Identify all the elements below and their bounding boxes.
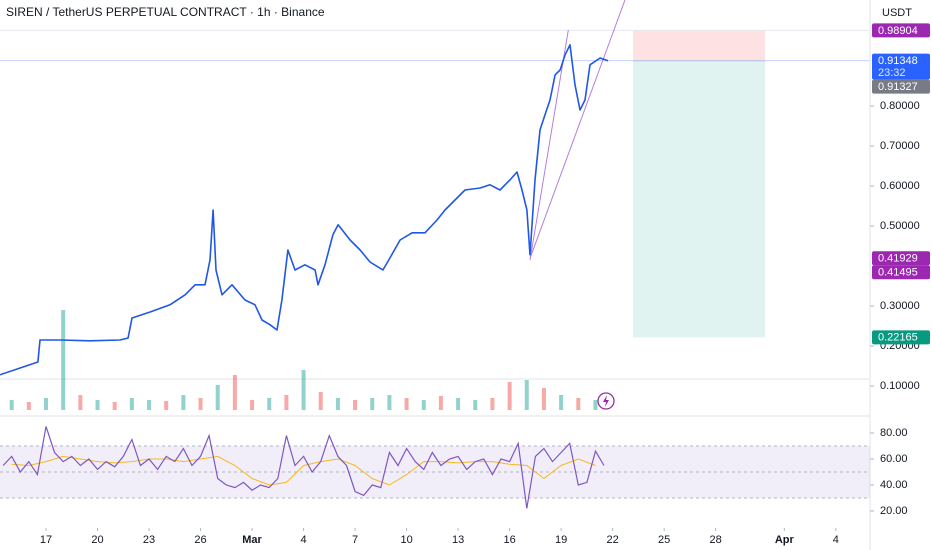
volume-bar <box>147 400 152 410</box>
rsi-tick-label: 40.00 <box>880 479 908 491</box>
volume-bar <box>250 400 255 410</box>
volume-bar <box>9 400 14 410</box>
price-label: 0.98904 <box>878 25 918 37</box>
price-label: 0.22165 <box>878 332 918 344</box>
volume-bar <box>490 398 495 410</box>
x-tick-label: 16 <box>503 534 515 546</box>
x-tick-label: Apr <box>775 534 795 546</box>
rsi-tick-label: 60.00 <box>880 453 908 465</box>
x-tick-label: 23 <box>143 534 155 546</box>
volume-bar <box>267 398 272 410</box>
volume-bar <box>198 398 203 410</box>
y-tick-label: 0.70000 <box>880 140 920 152</box>
price-label-box <box>872 79 930 94</box>
volume-bar <box>44 398 49 410</box>
y-tick-label: 0.80000 <box>880 100 920 112</box>
volume-bar <box>181 395 186 410</box>
y-tick-label: 0.10000 <box>880 380 920 392</box>
volume-bar <box>129 398 134 410</box>
volume-bar <box>421 400 426 410</box>
volume-bar <box>78 395 83 410</box>
volume-bar <box>507 382 512 410</box>
volume-bar <box>95 400 100 410</box>
y-tick-label: 0.50000 <box>880 220 920 232</box>
volume-bar <box>438 396 443 410</box>
price-label-box <box>872 23 930 38</box>
volume-bar <box>164 401 169 410</box>
volume-bar <box>576 398 581 410</box>
x-tick-label: 7 <box>352 534 358 546</box>
stop-zone <box>633 30 766 61</box>
x-tick-label: 13 <box>452 534 464 546</box>
volume-bar <box>541 388 546 410</box>
volume-bar <box>387 395 392 410</box>
volume-bar <box>404 398 409 410</box>
rsi-tick-label: 80.00 <box>880 427 908 439</box>
volume-bar <box>232 375 237 410</box>
target-zone <box>633 60 766 338</box>
x-tick-label: 4 <box>301 534 307 546</box>
volume-bar <box>456 398 461 410</box>
volume-bar <box>215 385 220 410</box>
volume-bar <box>473 400 478 410</box>
rsi-ma-line <box>11 455 596 486</box>
price-label-box <box>872 330 930 345</box>
x-tick-label: 4 <box>833 534 839 546</box>
currency: USDT <box>882 7 912 19</box>
volume-bar <box>318 392 323 410</box>
volume-bar <box>353 400 358 410</box>
volume-bar <box>559 395 564 410</box>
chart-title: SIREN / TetherUS PERPETUAL CONTRACT · 1h… <box>6 5 325 19</box>
y-tick-label: 0.30000 <box>880 300 920 312</box>
x-tick-label: 19 <box>555 534 567 546</box>
volume-bar <box>26 402 31 410</box>
volume-bar <box>370 398 375 410</box>
volume-bar <box>284 395 289 410</box>
volume-bar <box>593 400 598 410</box>
rsi-tick-label: 20.00 <box>880 505 908 517</box>
x-tick-label: 20 <box>91 534 103 546</box>
volume-bar <box>335 398 340 410</box>
x-tick-label: 25 <box>658 534 670 546</box>
x-tick-label: 10 <box>400 534 412 546</box>
x-tick-label: 28 <box>710 534 722 546</box>
price-label: 0.91327 <box>878 81 918 93</box>
price-label-box <box>872 53 930 80</box>
trendline <box>529 29 569 261</box>
y-tick-label: 0.60000 <box>880 180 920 192</box>
x-tick-label: 26 <box>194 534 206 546</box>
x-tick-label: Mar <box>242 534 262 546</box>
countdown: 23:32 <box>878 67 906 79</box>
x-tick-label: 22 <box>606 534 618 546</box>
volume-bar <box>524 380 529 410</box>
volume-bar <box>61 310 66 410</box>
volume-bar <box>112 402 117 410</box>
volume-bar <box>301 370 306 410</box>
rsi-line <box>2 426 605 509</box>
price-label: 0.91348 <box>878 55 918 67</box>
trendline <box>529 0 626 259</box>
x-tick-label: 17 <box>40 534 52 546</box>
price-line <box>0 44 609 376</box>
price-label: 0.41495 <box>878 267 918 279</box>
price-label-box <box>872 251 930 266</box>
price-label: 0.41929 <box>878 253 918 265</box>
price-label-box <box>872 265 930 280</box>
alert-bolt <box>603 395 609 407</box>
